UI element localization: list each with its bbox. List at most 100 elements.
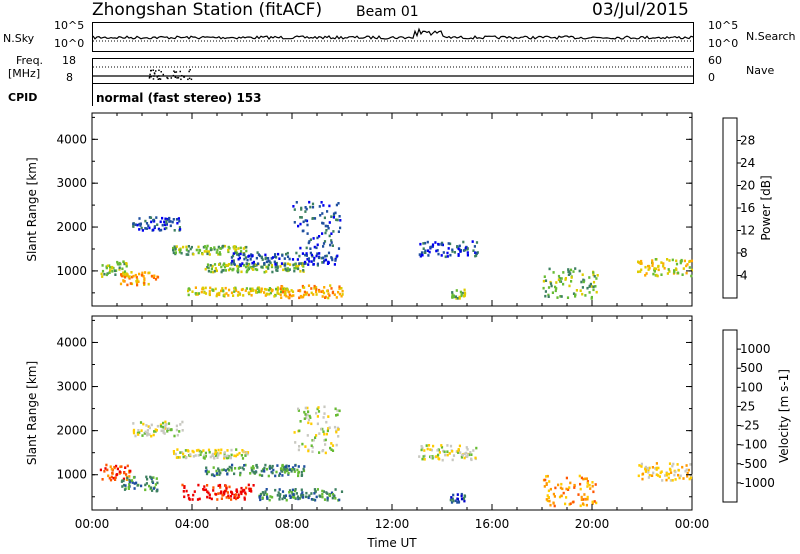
velocity-echo-cell — [274, 488, 277, 492]
power-echo-cell — [182, 245, 185, 249]
power-echo-cell — [592, 273, 595, 277]
power-echo-cell — [225, 263, 228, 267]
velocity-echo-cell — [463, 499, 466, 503]
velocity-echo-cell — [302, 493, 305, 497]
velocity-echo-cell — [451, 450, 454, 453]
velocity-echo-cell — [216, 456, 219, 459]
power-echo-cell — [312, 293, 315, 296]
power-echo-cell — [456, 297, 459, 300]
velocity-echo-cell — [203, 454, 206, 458]
nave-dot — [188, 70, 190, 73]
power-echo-cell — [306, 232, 309, 235]
power-echo-cell — [461, 291, 464, 295]
power-echo-cell — [328, 221, 331, 224]
power-echo-cell — [462, 240, 465, 244]
nave-dot — [149, 73, 151, 76]
power-echo-cell — [647, 264, 650, 268]
power-echo-cell — [220, 289, 223, 293]
velocity-echo-cell — [152, 487, 155, 490]
power-echo-cell — [447, 247, 450, 250]
power-echo-cell — [263, 262, 266, 265]
velocity-echo-cell — [229, 495, 233, 498]
power-echo-cell — [132, 274, 135, 278]
velocity-echo-cell — [216, 498, 219, 501]
velocity-echo-cell — [208, 496, 211, 500]
power-echo-cell — [218, 263, 221, 266]
velocity-echo-cell — [457, 449, 460, 453]
power-echo-cell — [305, 293, 308, 296]
power-echo-cell — [651, 259, 654, 262]
power-echo-cell — [237, 253, 240, 257]
velocity-echo-cell — [318, 432, 321, 435]
power-echo-cell — [651, 264, 654, 267]
velocity-echo-cell — [288, 494, 291, 497]
velocity-echo-cell — [311, 450, 314, 453]
nave-dot — [159, 78, 162, 80]
velocity-echo-cell — [313, 492, 316, 495]
power-echo-cell — [169, 220, 172, 223]
velocity-echo-cell — [109, 465, 112, 468]
velocity-echo-cell — [264, 491, 267, 495]
velocity-echo-cell — [310, 498, 313, 501]
power-echo-cell — [231, 259, 234, 263]
velocity-echo-cell — [164, 420, 167, 424]
velocity-echo-cell — [234, 454, 238, 458]
power-colorbar-tick-label: 24 — [740, 156, 755, 170]
power-echo-cell — [163, 223, 166, 227]
power-colorbar-label: Power [dB] — [759, 175, 773, 240]
power-echo-cell — [311, 217, 314, 220]
power-echo-cell — [227, 268, 231, 272]
power-echo-cell — [281, 285, 284, 289]
velocity-echo-cell — [250, 468, 253, 472]
velocity-echo-cell — [688, 477, 691, 481]
power-echo-cell — [169, 224, 172, 228]
power-echo-cell — [668, 259, 671, 262]
power-echo-cell — [282, 268, 285, 272]
power-echo-cell — [307, 293, 310, 297]
velocity-echo-cell — [128, 483, 131, 486]
velocity-echo-cell — [544, 478, 547, 482]
power-echo-cell — [588, 291, 591, 294]
velocity-echo-cell — [281, 497, 284, 501]
velocity-colorbar-frame — [722, 329, 738, 503]
velocity-echo-region — [293, 405, 341, 455]
power-echo-cell — [329, 284, 332, 287]
nave-dot — [158, 69, 160, 72]
x-tick-label: 08:00 — [275, 517, 310, 531]
velocity-echo-cell — [469, 451, 472, 454]
power-echo-cell — [249, 265, 252, 269]
velocity-echo-cell — [261, 496, 264, 500]
velocity-echo-cell — [323, 405, 326, 409]
velocity-echo-cell — [449, 498, 452, 502]
velocity-echo-cell — [289, 496, 292, 499]
velocity-echo-cell — [304, 445, 307, 448]
power-echo-cell — [338, 215, 341, 218]
velocity-echo-cell — [586, 495, 589, 499]
power-echo-cell — [179, 228, 182, 231]
power-echo-cell — [663, 267, 666, 270]
velocity-echo-cell — [331, 449, 335, 452]
velocity-echo-cell — [146, 433, 149, 437]
power-echo-region — [119, 271, 160, 287]
velocity-echo-cell — [162, 421, 165, 425]
power-echo-cell — [304, 206, 307, 209]
power-echo-cell — [235, 289, 238, 292]
velocity-echo-cell — [230, 466, 233, 470]
power-echo-cell — [424, 241, 427, 245]
velocity-echo-cell — [178, 456, 181, 459]
velocity-echo-cell — [204, 451, 207, 455]
power-echo-cell — [648, 266, 651, 270]
velocity-echo-cell — [323, 432, 326, 436]
power-echo-cell — [569, 268, 573, 272]
velocity-echo-cell — [148, 426, 151, 430]
velocity-echo-cell — [420, 445, 423, 448]
power-echo-cell — [135, 275, 138, 279]
power-echo-cell — [307, 241, 310, 245]
power-echo-cell — [185, 245, 188, 249]
power-echo-cell — [685, 264, 688, 268]
power-echo-cell — [105, 266, 108, 270]
power-echo-cell — [322, 204, 325, 207]
power-echo-cell — [197, 251, 200, 255]
power-echo-cell — [326, 289, 329, 293]
power-echo-cell — [304, 210, 307, 213]
